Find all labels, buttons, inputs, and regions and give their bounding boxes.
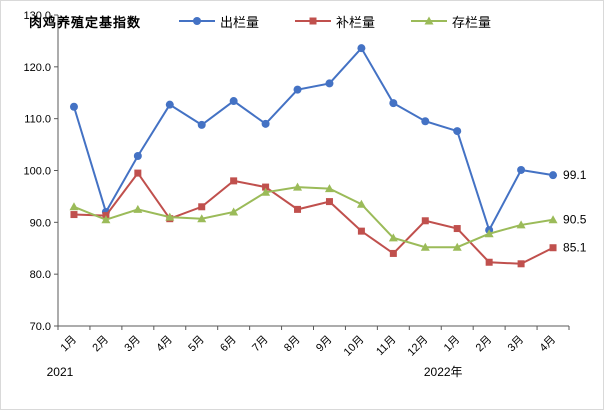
x-tick-label: 1月	[442, 334, 463, 355]
x-tick-label: 1月	[58, 334, 79, 355]
series-end-value-label: 99.1	[563, 168, 587, 182]
x-tick-label: 7月	[250, 334, 271, 355]
triangle-marker-icon	[548, 215, 558, 224]
y-tick-label: 90.0	[30, 217, 51, 229]
square-marker-icon	[549, 244, 557, 252]
square-marker-icon	[485, 258, 493, 266]
circle-marker-icon	[133, 151, 142, 160]
square-marker-icon	[230, 177, 238, 185]
y-tick-label: 80.0	[30, 269, 51, 281]
chart-title: 肉鸡养殖定基指数	[29, 14, 142, 30]
legend-item-chulanliang: 出栏量	[179, 12, 259, 31]
x-tick-label: 5月	[186, 334, 207, 355]
y-tick-label: 100.0	[23, 166, 51, 178]
triangle-marker-icon	[420, 242, 430, 251]
square-marker-icon	[389, 249, 397, 257]
line-triangle-marker-icon	[411, 16, 448, 25]
triangle-marker-icon	[165, 212, 175, 221]
y-tick-label: 70.0	[30, 321, 51, 333]
axes: 70.0 80.0 90.0 100.0 110.0 120.0 130.0 1月 2月 3月 4月…	[23, 10, 570, 379]
y-tick-label: 120.0	[23, 62, 51, 74]
circle-marker-icon	[261, 119, 270, 128]
legend-label: 存栏量	[452, 14, 492, 30]
circle-marker-icon	[165, 100, 174, 109]
legend: 出栏量 补栏量 存栏量	[179, 12, 491, 31]
circle-marker-icon	[197, 120, 206, 129]
series-line	[73, 46, 554, 233]
square-marker-icon	[70, 211, 78, 219]
x-tick-label: 8月	[282, 334, 303, 355]
triangle-marker-icon	[133, 204, 143, 213]
line-circle-marker-icon	[179, 17, 216, 25]
square-marker-icon	[357, 227, 365, 235]
triangle-marker-icon	[388, 233, 398, 242]
triangle-marker-icon	[324, 184, 334, 193]
x-tick-label: 3月	[506, 334, 527, 355]
circle-marker-icon	[229, 97, 238, 106]
x-tick-label: 4月	[538, 334, 559, 355]
square-marker-icon	[134, 169, 142, 177]
square-marker-icon	[198, 203, 206, 211]
x-tick-label: 10月	[342, 334, 367, 359]
circle-marker-icon	[293, 85, 302, 94]
square-marker-icon	[421, 217, 429, 225]
x-tick-label: 9月	[314, 334, 335, 355]
x-tick-label: 3月	[122, 334, 143, 355]
square-marker-icon	[325, 198, 333, 206]
line-square-marker-icon	[295, 17, 332, 25]
triangle-marker-icon	[452, 242, 462, 251]
circle-marker-icon	[549, 171, 558, 180]
square-marker-icon	[294, 205, 302, 213]
triangle-marker-icon	[101, 215, 111, 224]
chart-header: 肉鸡养殖定基指数 出栏量 补栏量	[29, 10, 593, 32]
triangle-marker-icon	[356, 199, 366, 208]
triangle-marker-icon	[197, 214, 207, 223]
legend-item-cunlanliang: 存栏量	[411, 12, 491, 31]
legend-item-bulanliang: 补栏量	[295, 12, 375, 31]
y-tick-label: 130.0	[23, 10, 51, 22]
x-tick-label: 6月	[218, 334, 239, 355]
triangle-marker-icon	[516, 220, 526, 229]
triangle-marker-icon	[484, 229, 494, 238]
circle-marker-icon	[453, 127, 462, 136]
x-tick-label: 2月	[474, 334, 495, 355]
circle-marker-icon	[357, 44, 366, 53]
x-tick-label: 4月	[154, 334, 175, 355]
series-end-value-label: 85.1	[563, 241, 587, 255]
x-axis-year-label: 2022年	[424, 365, 463, 379]
series-2: 90.5	[69, 182, 587, 251]
series-line	[73, 186, 554, 249]
square-marker-icon	[517, 260, 525, 268]
square-marker-icon	[262, 183, 270, 191]
triangle-marker-icon	[229, 207, 239, 216]
series-0: 99.1	[69, 44, 587, 235]
square-marker-icon	[453, 225, 461, 233]
series-line	[73, 171, 554, 265]
triangle-marker-icon	[69, 202, 79, 211]
circle-marker-icon	[325, 79, 334, 88]
triangle-marker-icon	[293, 182, 303, 191]
series-1: 85.1	[70, 169, 587, 268]
x-axis-year-label: 2021	[47, 365, 74, 379]
triangle-marker-icon	[261, 187, 271, 196]
circle-marker-icon	[517, 165, 526, 174]
x-tick-label: 12月	[405, 334, 430, 359]
circle-marker-icon	[389, 99, 398, 108]
x-tick-label: 2月	[90, 334, 111, 355]
circle-marker-icon	[69, 102, 78, 111]
x-tick-label: 11月	[374, 334, 398, 358]
y-tick-label: 110.0	[24, 114, 51, 126]
series-end-value-label: 90.5	[563, 213, 587, 227]
legend-label: 出栏量	[220, 14, 260, 30]
legend-label: 补栏量	[336, 14, 376, 30]
circle-marker-icon	[421, 117, 430, 126]
